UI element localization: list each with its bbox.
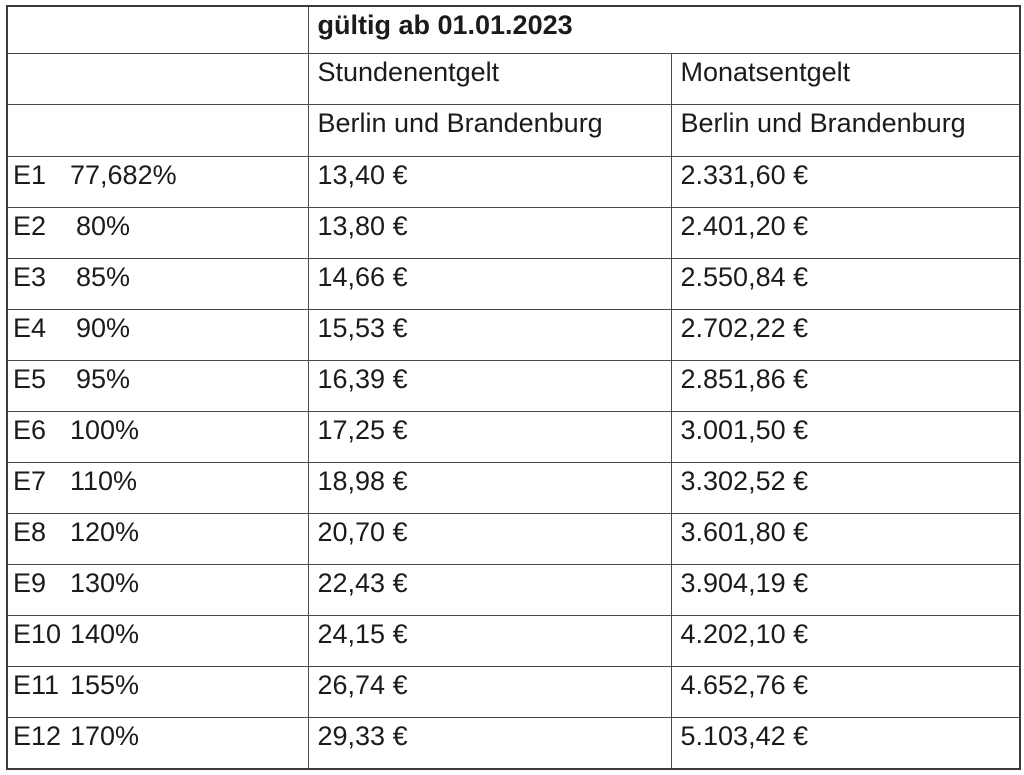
- hourly-value-cell: 24,15 €: [307, 615, 672, 668]
- hourly-value-cell: 26,74 €: [307, 666, 672, 719]
- percent-value: 110%: [70, 465, 138, 496]
- hourly-value-cell: 16,39 €: [307, 359, 672, 412]
- monthly-value-cell: 3.302,52 €: [670, 461, 1021, 515]
- hourly-value-cell: 13,40 €: [307, 155, 672, 208]
- grade-percent-cell: E4 90%: [6, 308, 309, 361]
- monthly-value-cell: 2.331,60 €: [670, 155, 1021, 208]
- hourly-value-cell: 29,33 €: [307, 717, 672, 770]
- grade-percent-cell: E2 80%: [6, 206, 309, 259]
- percent-value: 130%: [70, 568, 140, 599]
- table-row: E12 170% 29,33 €5.103,42 €: [6, 717, 1021, 770]
- grade-percent-cell: E9 130%: [6, 564, 309, 617]
- grade-percent-cell: E12 170%: [6, 717, 309, 770]
- grade-label: E11: [13, 670, 60, 701]
- empty-cell: [6, 103, 309, 157]
- percent-value: 120%: [70, 517, 140, 548]
- hourly-value-cell: 13,80 €: [307, 206, 672, 259]
- percent-value: 85%: [75, 261, 130, 292]
- table-row: E6 100% 17,25 €3.001,50 €: [6, 410, 1021, 463]
- hourly-value-cell: 17,25 €: [307, 410, 672, 463]
- grade-label: E5: [13, 363, 47, 394]
- empty-cell: [6, 5, 309, 54]
- monthly-value-cell: 2.401,20 €: [670, 206, 1021, 259]
- grade-percent-cell: E5 95%: [6, 359, 309, 412]
- monthly-value-cell: 2.550,84 €: [670, 257, 1021, 310]
- grade-percent-cell: E3 85%: [6, 257, 309, 310]
- grade-label: E12: [13, 721, 62, 752]
- hourly-value-cell: 14,66 €: [307, 257, 672, 310]
- percent-value: 90%: [75, 312, 130, 343]
- table-row: E11 155% 26,74 €4.652,76 €: [6, 666, 1021, 719]
- grade-percent-cell: E8 120%: [6, 513, 309, 566]
- monthly-value-cell: 3.904,19 €: [670, 564, 1021, 617]
- percent-value: 170%: [70, 721, 140, 752]
- monthly-value-cell: 5.103,42 €: [670, 717, 1021, 770]
- valid-from-header: gültig ab 01.01.2023: [307, 5, 1021, 54]
- hourly-value-cell: 15,53 €: [307, 308, 672, 361]
- table-row: E8 120% 20,70 €3.601,80 €: [6, 513, 1021, 566]
- monthly-value-cell: 2.851,86 €: [670, 359, 1021, 412]
- monthly-value-cell: 3.001,50 €: [670, 410, 1021, 463]
- grade-label: E9: [13, 568, 47, 599]
- region-header-row: Berlin und Brandenburg Berlin und Brande…: [6, 103, 1021, 157]
- monthly-value-cell: 4.652,76 €: [670, 666, 1021, 719]
- percent-value: 80%: [75, 210, 130, 241]
- percent-value: 95%: [75, 363, 130, 394]
- percent-value: 140%: [70, 619, 140, 650]
- hourly-value-cell: 20,70 €: [307, 513, 672, 566]
- valid-from-row: gültig ab 01.01.2023: [6, 5, 1021, 54]
- table-header: gültig ab 01.01.2023 Stundenentgelt Mona…: [6, 5, 1021, 157]
- grade-label: E4: [13, 312, 47, 343]
- grade-label: E10: [13, 619, 62, 650]
- grade-label: E3: [13, 261, 47, 292]
- grade-percent-cell: E6 100%: [6, 410, 309, 463]
- table-row: E10 140% 24,15 €4.202,10 €: [6, 615, 1021, 668]
- hourly-value-cell: 18,98 €: [307, 461, 672, 515]
- wage-table: gültig ab 01.01.2023 Stundenentgelt Mona…: [6, 5, 1021, 770]
- grade-percent-cell: E1 77,682%: [6, 155, 309, 208]
- table-row: E2 80% 13,80 €2.401,20 €: [6, 206, 1021, 259]
- percent-value: 155%: [70, 670, 140, 701]
- grade-label: E1: [13, 159, 47, 190]
- column-header-row: Stundenentgelt Monatsentgelt: [6, 52, 1021, 105]
- hourly-column-header: Stundenentgelt: [307, 52, 672, 105]
- hourly-value-cell: 22,43 €: [307, 564, 672, 617]
- hourly-region-header: Berlin und Brandenburg: [307, 103, 672, 157]
- grade-label: E7: [13, 465, 47, 496]
- table-row: E1 77,682% 13,40 €2.331,60 €: [6, 155, 1021, 208]
- grade-label: E8: [13, 517, 47, 548]
- table-row: E4 90% 15,53 €2.702,22 €: [6, 308, 1021, 361]
- table-row: E3 85% 14,66 €2.550,84 €: [6, 257, 1021, 310]
- grade-label: E2: [13, 210, 47, 241]
- table-row: E7 110% 18,98 €3.302,52 €: [6, 461, 1021, 515]
- table-body: E1 77,682% 13,40 €2.331,60 € E2 80% 13,80 €2.…: [6, 155, 1021, 770]
- empty-cell: [6, 52, 309, 105]
- percent-value: 77,682%: [70, 159, 177, 190]
- table-row: E5 95% 16,39 €2.851,86 €: [6, 359, 1021, 412]
- grade-percent-cell: E10 140%: [6, 615, 309, 668]
- monthly-value-cell: 2.702,22 €: [670, 308, 1021, 361]
- grade-percent-cell: E11 155%: [6, 666, 309, 719]
- percent-value: 100%: [70, 414, 140, 445]
- table-row: E9 130% 22,43 €3.904,19 €: [6, 564, 1021, 617]
- monthly-column-header: Monatsentgelt: [670, 52, 1021, 105]
- grade-label: E6: [13, 414, 47, 445]
- monthly-region-header: Berlin und Brandenburg: [670, 103, 1021, 157]
- monthly-value-cell: 4.202,10 €: [670, 615, 1021, 668]
- grade-percent-cell: E7 110%: [6, 461, 309, 515]
- monthly-value-cell: 3.601,80 €: [670, 513, 1021, 566]
